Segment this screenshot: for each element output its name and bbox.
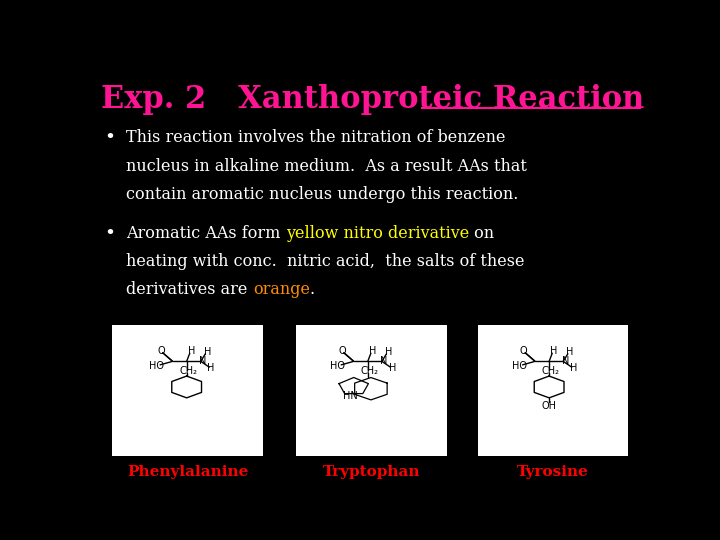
Text: HO: HO: [149, 361, 164, 371]
Text: Tryptophan: Tryptophan: [323, 465, 420, 479]
Text: H: H: [570, 363, 577, 373]
Text: H: H: [204, 347, 211, 357]
Text: H: H: [550, 347, 558, 356]
Text: •: •: [104, 129, 115, 147]
Text: H: H: [369, 347, 377, 356]
Text: N: N: [562, 356, 570, 366]
Bar: [112, 325, 263, 456]
Text: N: N: [199, 356, 207, 366]
Text: CH₂: CH₂: [542, 366, 560, 376]
Text: .: .: [310, 281, 315, 299]
Text: O: O: [520, 347, 527, 356]
Text: HO: HO: [512, 361, 526, 371]
Text: Tyrosine: Tyrosine: [517, 465, 589, 479]
Text: H: H: [566, 347, 573, 357]
Bar: [478, 325, 629, 456]
Text: derivatives are: derivatives are: [126, 281, 253, 299]
Text: heating with conc.  nitric acid,  the salts of these: heating with conc. nitric acid, the salt…: [126, 253, 525, 270]
Text: O: O: [157, 347, 165, 356]
Text: Aromatic AAs form: Aromatic AAs form: [126, 225, 286, 242]
Text: H: H: [384, 347, 392, 357]
Text: yellow nitro derivative: yellow nitro derivative: [286, 225, 469, 242]
Text: H: H: [207, 363, 215, 373]
Text: on: on: [469, 225, 494, 242]
Text: O: O: [338, 347, 346, 356]
Text: nucleus in alkaline medium.  As a result AAs that: nucleus in alkaline medium. As a result …: [126, 158, 527, 174]
Text: N: N: [380, 356, 388, 366]
Text: contain aromatic nucleus undergo this reaction.: contain aromatic nucleus undergo this re…: [126, 186, 518, 203]
Text: orange: orange: [253, 281, 310, 299]
Text: H: H: [188, 347, 195, 356]
Text: HO: HO: [330, 361, 346, 371]
Text: OH: OH: [541, 401, 557, 411]
Text: Phenylalanine: Phenylalanine: [127, 465, 248, 479]
Text: H: H: [389, 363, 396, 373]
Text: CH₂: CH₂: [179, 366, 197, 376]
Bar: [297, 325, 447, 456]
Text: This reaction involves the nitration of benzene: This reaction involves the nitration of …: [126, 129, 505, 146]
Text: •: •: [104, 225, 115, 243]
Text: CH₂: CH₂: [361, 366, 379, 376]
Text: Exp. 2   Xanthoproteic Reaction: Exp. 2 Xanthoproteic Reaction: [101, 84, 644, 114]
Text: HN: HN: [343, 392, 358, 401]
